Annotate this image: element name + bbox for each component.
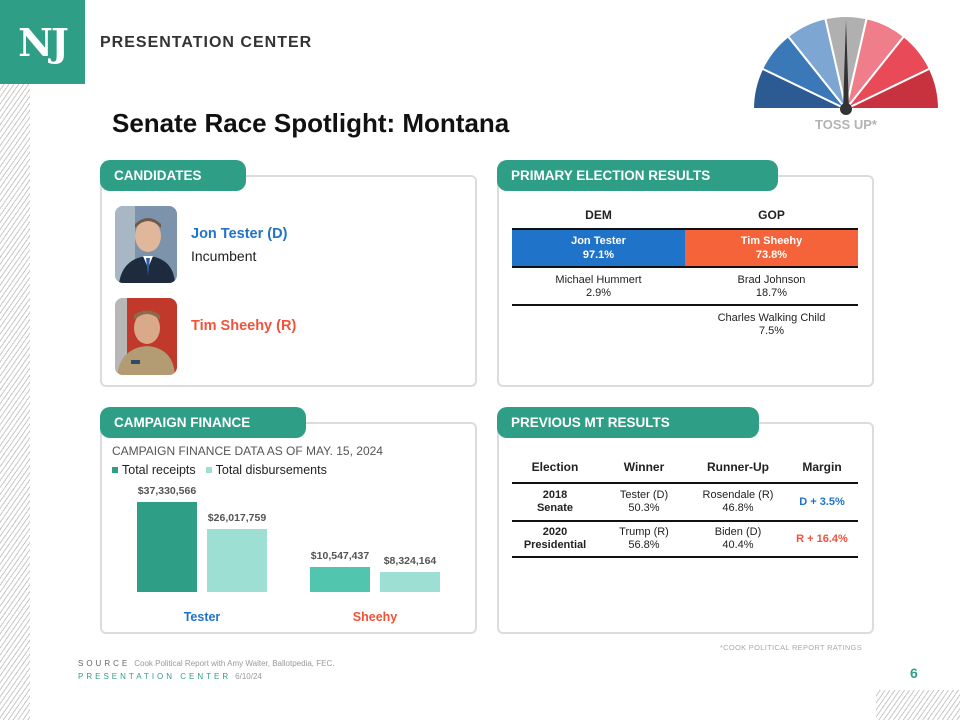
brand-title: PRESENTATION CENTER bbox=[100, 34, 313, 51]
source-line: SOURCE Cook Political Report with Amy Wal… bbox=[78, 659, 334, 668]
table-row: 2018 Senate Tester (D) 50.3% Rosendale (R)… bbox=[512, 482, 858, 520]
dem-other-1: Michael Hummert 2.9% bbox=[512, 268, 685, 304]
bar-tester-disbursements bbox=[207, 529, 267, 592]
gop-header: GOP bbox=[758, 208, 785, 222]
col-winner: Winner bbox=[623, 460, 665, 474]
previous-panel bbox=[497, 422, 874, 634]
gop-winner-cell: Tim Sheehy 73.8% bbox=[685, 230, 858, 266]
primary-header-row: DEM GOP bbox=[512, 202, 858, 228]
source-key: SOURCE bbox=[78, 659, 131, 668]
election-cell: 2020 Presidential bbox=[512, 526, 598, 552]
gauge-segment bbox=[845, 67, 941, 110]
gauge-pivot bbox=[840, 103, 852, 115]
bar-tester-receipts bbox=[137, 502, 197, 592]
election-type: Presidential bbox=[523, 539, 587, 551]
dem-other-1-pct: 2.9% bbox=[585, 287, 612, 299]
presentation-center-line: PRESENTATION CENTER 6/10/24 bbox=[78, 672, 262, 681]
dem-other-1-name: Michael Hummert bbox=[555, 274, 642, 286]
bar-sheehy-receipts bbox=[310, 566, 370, 592]
col-margin: Margin bbox=[802, 460, 842, 474]
legend-receipts-label: Total receipts bbox=[122, 463, 196, 477]
primary-row-3: Charles Walking Child 7.5% bbox=[512, 304, 858, 342]
dem-header: DEM bbox=[585, 208, 612, 222]
tester-photo bbox=[115, 206, 177, 283]
gop-other-2-name: Charles Walking Child bbox=[717, 312, 826, 324]
primary-panel bbox=[497, 175, 874, 387]
winner-name: Trump (R) bbox=[619, 526, 669, 538]
bar-value-label: $26,017,759 bbox=[207, 512, 267, 525]
page-number: 6 bbox=[910, 665, 918, 681]
runner-cell: Biden (D) 40.4% bbox=[690, 526, 786, 552]
primary-winners-row: Jon Tester 97.1% Tim Sheehy 73.8% bbox=[512, 228, 858, 266]
gauge-segments bbox=[751, 15, 941, 110]
gop-other-1: Brad Johnson 18.7% bbox=[685, 268, 858, 304]
gop-other-2: Charles Walking Child 7.5% bbox=[685, 306, 858, 342]
sheehy-photo bbox=[115, 298, 177, 375]
tester-status: Incumbent bbox=[191, 248, 257, 264]
runner-cell: Rosendale (R) 46.8% bbox=[690, 489, 786, 515]
table-row: 2020 Presidential Trump (R) 56.8% Biden (D… bbox=[512, 520, 858, 558]
finance-tab: CAMPAIGN FINANCE bbox=[100, 407, 306, 438]
gop-other-2-pct: 7.5% bbox=[758, 325, 785, 337]
dem-winner-name: Jon Tester bbox=[571, 235, 626, 247]
margin-cell: D + 3.5% bbox=[799, 495, 845, 508]
bar-sheehy-disbursements bbox=[380, 571, 440, 592]
rating-gauge bbox=[751, 15, 941, 115]
pc-key: PRESENTATION CENTER bbox=[78, 672, 232, 681]
footer-date: 6/10/24 bbox=[235, 672, 262, 681]
runner-pct: 46.8% bbox=[722, 502, 754, 514]
gop-other-1-pct: 18.7% bbox=[755, 287, 788, 299]
runner-name: Rosendale (R) bbox=[702, 489, 774, 501]
primary-tab: PRIMARY ELECTION RESULTS bbox=[497, 160, 778, 191]
winner-cell: Tester (D) 50.3% bbox=[598, 489, 690, 515]
winner-cell: Trump (R) 56.8% bbox=[598, 526, 690, 552]
dem-winner-pct: 97.1% bbox=[582, 249, 615, 261]
winner-pct: 50.3% bbox=[628, 502, 660, 514]
primary-row-2: Michael Hummert 2.9% Brad Johnson 18.7% bbox=[512, 266, 858, 304]
election-year: 2018 bbox=[542, 489, 568, 501]
rating-label: TOSS UP* bbox=[815, 117, 877, 132]
margin-cell: R + 16.4% bbox=[796, 532, 848, 545]
sheehy-name: Tim Sheehy (R) bbox=[191, 318, 297, 334]
tester-name: Jon Tester (D) bbox=[191, 226, 288, 242]
legend-receipts: Total receipts bbox=[112, 463, 196, 477]
left-hatch-decoration bbox=[0, 84, 30, 720]
primary-table: DEM GOP Jon Tester 97.1% Tim Sheehy 73.8… bbox=[512, 202, 858, 342]
runner-pct: 40.4% bbox=[722, 539, 754, 551]
gop-winner-name: Tim Sheehy bbox=[740, 235, 803, 247]
runner-name: Biden (D) bbox=[714, 526, 762, 538]
source-text: Cook Political Report with Amy Walter, B… bbox=[134, 659, 335, 668]
nj-logo: NJ bbox=[0, 0, 85, 84]
finance-note: CAMPAIGN FINANCE DATA AS OF MAY. 15, 202… bbox=[112, 444, 383, 458]
bar-value-label: $8,324,164 bbox=[383, 554, 437, 567]
bar-value-label: $10,547,437 bbox=[310, 549, 370, 562]
election-cell: 2018 Senate bbox=[512, 489, 598, 515]
finance-legend: Total receipts Total disbursements bbox=[112, 463, 327, 477]
previous-tab: PREVIOUS MT RESULTS bbox=[497, 407, 759, 438]
dem-other-empty bbox=[512, 306, 685, 342]
gauge-needle bbox=[843, 20, 849, 109]
category-label-sheehy: Sheehy bbox=[352, 610, 398, 624]
col-runner-up: Runner-Up bbox=[707, 460, 769, 474]
cook-ratings-note: *COOK POLITICAL REPORT RATINGS bbox=[719, 643, 862, 652]
winner-name: Tester (D) bbox=[619, 489, 669, 501]
bottom-hatch-decoration bbox=[876, 690, 960, 720]
candidates-tab: CANDIDATES bbox=[100, 160, 246, 191]
previous-table: Election Winner Runner-Up Margin 2018 Sen… bbox=[512, 452, 858, 558]
bar-value-label: $37,330,566 bbox=[137, 485, 197, 497]
finance-panel bbox=[100, 422, 477, 634]
previous-header-row: Election Winner Runner-Up Margin bbox=[512, 452, 858, 482]
category-label-tester: Tester bbox=[183, 610, 221, 624]
legend-disbursements-label: Total disbursements bbox=[215, 463, 327, 477]
dem-winner-cell: Jon Tester 97.1% bbox=[512, 230, 685, 266]
gop-winner-pct: 73.8% bbox=[755, 249, 788, 261]
col-election: Election bbox=[531, 460, 579, 474]
page-title: Senate Race Spotlight: Montana bbox=[112, 108, 510, 138]
gop-other-1-name: Brad Johnson bbox=[737, 274, 806, 286]
election-year: 2020 bbox=[542, 526, 568, 538]
winner-pct: 56.8% bbox=[628, 539, 660, 551]
election-type: Senate bbox=[536, 502, 574, 514]
legend-disbursements: Total disbursements bbox=[205, 463, 327, 477]
